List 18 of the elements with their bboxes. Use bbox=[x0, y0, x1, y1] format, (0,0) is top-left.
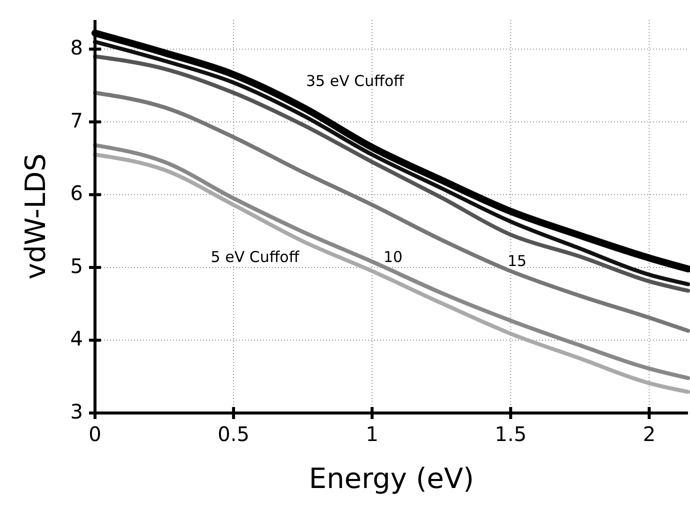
x-tick-label: 0.5 bbox=[218, 422, 250, 446]
x-tick-label: 2 bbox=[642, 422, 656, 446]
y-tick-label: 4 bbox=[70, 326, 83, 351]
x-tick-label: 1.5 bbox=[494, 422, 527, 446]
line-series bbox=[93, 90, 690, 333]
y-tick-label: 8 bbox=[70, 36, 83, 60]
annotation: 5 eV Cuffoff bbox=[210, 248, 300, 266]
y-axis-title: vdW-LDS bbox=[19, 154, 52, 280]
x-tick-label: 0 bbox=[88, 422, 102, 446]
y-tick-label: 7 bbox=[70, 108, 83, 132]
annotation: 35 eV Cuffoff bbox=[306, 72, 405, 90]
y-tick-label: 3 bbox=[70, 399, 83, 424]
annotation: 15 bbox=[507, 252, 527, 270]
y-tick-label: 6 bbox=[70, 181, 83, 206]
y-tick-label: 5 bbox=[70, 254, 83, 278]
x-axis-title: Energy (eV) bbox=[308, 462, 474, 495]
annotation: 10 bbox=[383, 248, 403, 266]
x-tick-label: 1 bbox=[366, 422, 378, 446]
